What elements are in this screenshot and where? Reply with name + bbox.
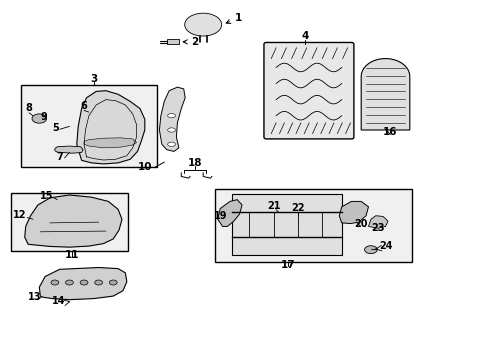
Polygon shape (339, 202, 368, 224)
Polygon shape (77, 91, 144, 164)
Text: 15: 15 (40, 190, 53, 201)
Text: 2: 2 (183, 37, 198, 47)
Polygon shape (217, 200, 242, 226)
Text: 21: 21 (266, 201, 280, 211)
Ellipse shape (184, 13, 221, 36)
Text: 3: 3 (90, 74, 97, 84)
Bar (166, 39, 179, 44)
FancyBboxPatch shape (264, 42, 353, 139)
Text: 20: 20 (354, 219, 367, 229)
Text: 11: 11 (64, 249, 79, 260)
Bar (11, 193, 127, 251)
Text: 16: 16 (382, 127, 397, 138)
Text: 19: 19 (214, 211, 227, 221)
Bar (215, 189, 411, 262)
Ellipse shape (167, 113, 175, 118)
Ellipse shape (80, 280, 88, 285)
Text: 22: 22 (291, 203, 304, 213)
Text: 14: 14 (52, 296, 65, 306)
Text: 9: 9 (40, 112, 47, 122)
Polygon shape (368, 216, 387, 228)
Text: 7: 7 (56, 152, 63, 162)
Text: 18: 18 (187, 158, 202, 168)
Ellipse shape (167, 128, 175, 132)
Text: 13: 13 (28, 292, 41, 302)
Bar (21, 85, 157, 167)
Polygon shape (159, 87, 185, 152)
Ellipse shape (364, 246, 376, 253)
Text: 23: 23 (371, 223, 384, 233)
Ellipse shape (95, 280, 102, 285)
Text: 10: 10 (137, 162, 152, 172)
Text: 4: 4 (301, 31, 308, 41)
Text: 1: 1 (226, 13, 242, 23)
Text: 12: 12 (13, 210, 26, 220)
Polygon shape (84, 138, 136, 148)
Polygon shape (55, 146, 83, 153)
Polygon shape (361, 59, 409, 130)
Text: 24: 24 (379, 240, 392, 251)
Polygon shape (25, 195, 122, 247)
Text: 17: 17 (281, 260, 295, 270)
Ellipse shape (51, 280, 59, 285)
Text: 8: 8 (25, 103, 33, 113)
Ellipse shape (65, 280, 73, 285)
Text: 5: 5 (52, 123, 59, 133)
Ellipse shape (109, 280, 117, 285)
Polygon shape (39, 267, 126, 300)
Ellipse shape (32, 114, 46, 123)
Text: 6: 6 (81, 101, 87, 111)
Ellipse shape (167, 142, 175, 147)
Bar (232, 194, 341, 255)
